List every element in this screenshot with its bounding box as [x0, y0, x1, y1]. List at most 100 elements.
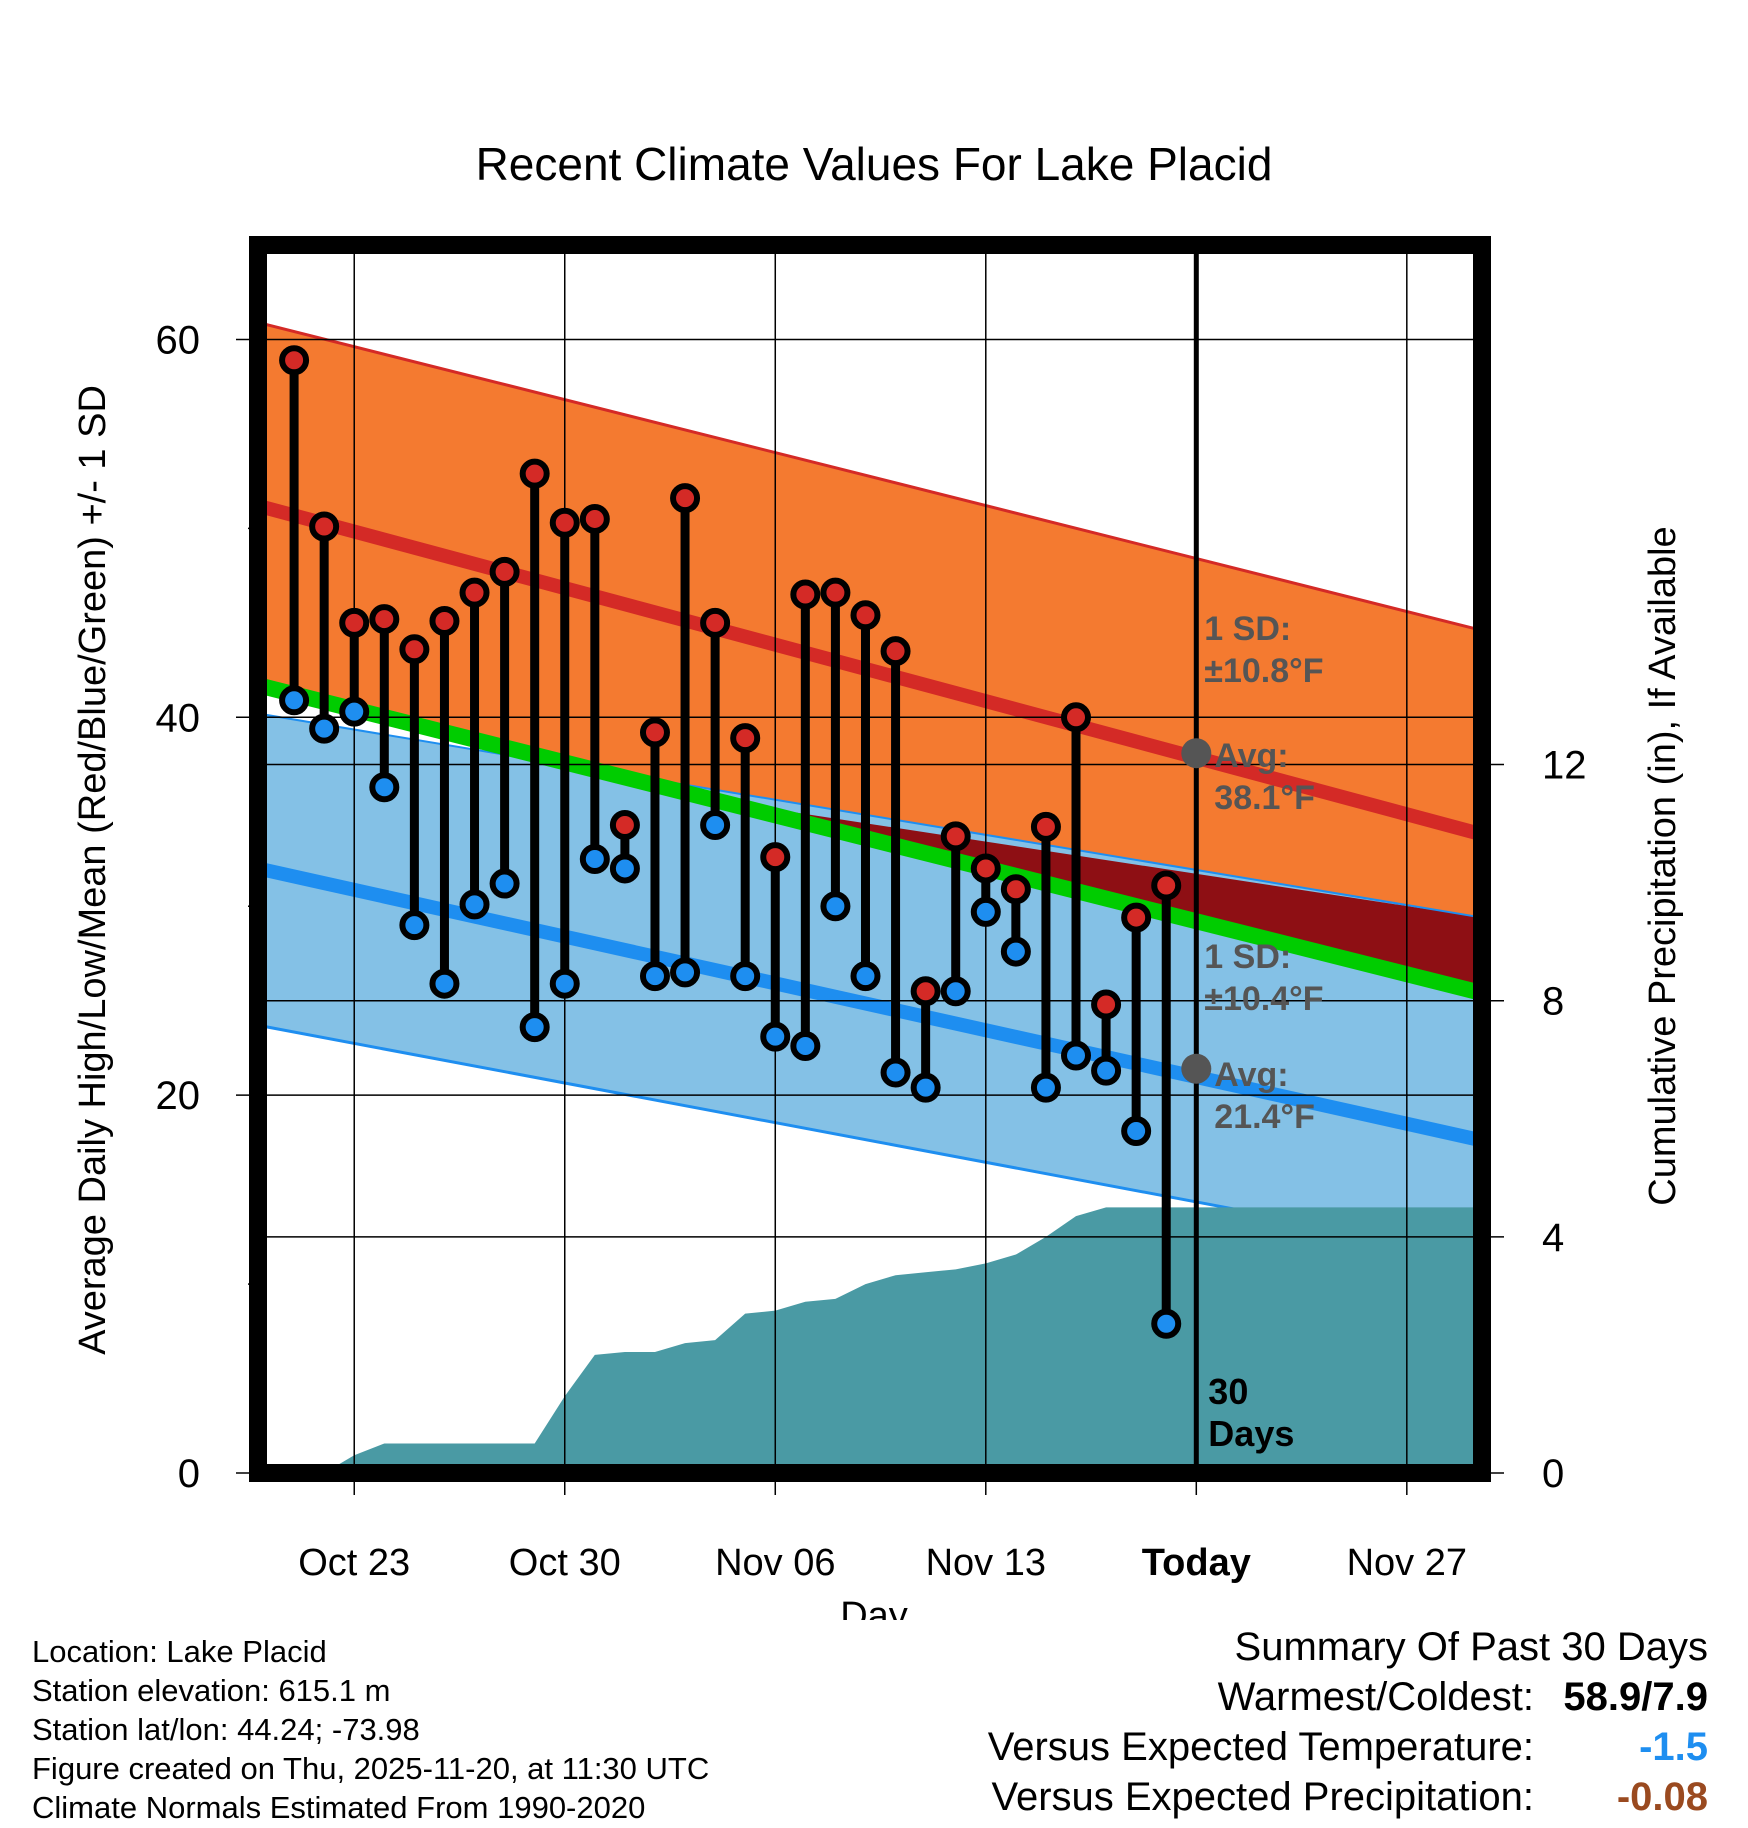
- y-tick-label: 0: [178, 1452, 200, 1496]
- daily-high-point: [970, 853, 1001, 884]
- daily-low-point: [970, 896, 1001, 927]
- daily-low-point: [429, 968, 460, 999]
- daily-high-point: [1061, 702, 1092, 733]
- plot-frame: [249, 236, 1491, 1482]
- daily-low-point: [489, 868, 520, 899]
- created-text: Figure created on Thu, 2025-11-20, at 11…: [32, 1751, 710, 1786]
- daily-high-point: [339, 607, 370, 638]
- annotation-label: Avg:: [1214, 1056, 1288, 1094]
- y2-tick-label: 0: [1542, 1452, 1564, 1496]
- daily-low-point: [880, 1057, 911, 1088]
- annotation-value: ±10.4°F: [1204, 980, 1323, 1018]
- annotation-value: 21.4°F: [1214, 1098, 1315, 1136]
- normals-text: Climate Normals Estimated From 1990-2020: [32, 1790, 646, 1825]
- daily-high-point: [700, 607, 731, 638]
- today-label-unit: Days: [1208, 1413, 1294, 1454]
- low-sd-upper-line: [257, 712, 1483, 919]
- annotation-value: 38.1°F: [1214, 779, 1315, 817]
- daily-low-point: [1030, 1072, 1061, 1103]
- daily-high-point: [940, 821, 971, 852]
- y2-tick-label: 4: [1542, 1216, 1564, 1260]
- warm-cold-value: 58.9/7.9: [1563, 1675, 1708, 1719]
- y-axis-label: Average Daily High/Low/Mean (Red/Blue/Gr…: [72, 385, 114, 1355]
- chart-title: Recent Climate Values For Lake Placid: [476, 138, 1273, 190]
- daily-low-point: [369, 772, 400, 803]
- annotation-label: Avg:: [1214, 737, 1288, 775]
- daily-low-point: [339, 696, 370, 727]
- latlon-text: Station lat/lon: 44.24; -73.98: [32, 1712, 420, 1747]
- station-info: Location: Lake Placid Station elevation:…: [32, 1632, 709, 1827]
- daily-high-point: [1030, 811, 1061, 842]
- daily-high-point: [309, 511, 340, 542]
- daily-high-point: [459, 577, 490, 608]
- daily-high-point: [609, 809, 640, 840]
- y2-axis-label: Cumulative Precipitation (in), If Availa…: [1642, 526, 1684, 1205]
- summary-heading: Summary Of Past 30 Days: [1234, 1625, 1708, 1669]
- summary-precip: Versus Expected Precipitation: -0.08: [988, 1772, 1708, 1822]
- daily-low-point: [309, 713, 340, 744]
- temp-label: Versus Expected Temperature:: [987, 1725, 1534, 1769]
- daily-high-point: [760, 842, 791, 873]
- annotation-label: 1 SD:: [1204, 610, 1291, 648]
- daily-low-point: [1091, 1055, 1122, 1086]
- normal-avg-point: [1181, 738, 1212, 769]
- daily-low-point: [940, 976, 971, 1007]
- daily-low-point: [910, 1072, 941, 1103]
- daily-high-point: [1151, 870, 1182, 901]
- x-tick-label: Oct 23: [298, 1542, 410, 1584]
- daily-low-point: [700, 809, 731, 840]
- daily-low-point: [549, 968, 580, 999]
- daily-high-point: [820, 577, 851, 608]
- warm-cold-label: Warmest/Coldest:: [1217, 1675, 1534, 1719]
- annotation-value: ±10.8°F: [1204, 652, 1323, 690]
- high-sd-band-upper: [258, 322, 1482, 835]
- daily-high-point: [549, 507, 580, 538]
- daily-high-point: [1091, 989, 1122, 1020]
- daily-high-point: [1000, 874, 1031, 905]
- daily-low-point: [790, 1031, 821, 1062]
- x-axis-label: Day: [840, 1595, 908, 1620]
- daily-low-point: [639, 961, 670, 992]
- daily-high-point: [910, 976, 941, 1007]
- summary-warm-cold: Warmest/Coldest: 58.9/7.9: [988, 1672, 1708, 1722]
- daily-high-point: [429, 605, 460, 636]
- cumulative-precip-area: [258, 1207, 1482, 1473]
- daily-high-point: [880, 636, 911, 667]
- daily-low-point: [670, 957, 701, 988]
- y-tick-label: 40: [156, 696, 201, 740]
- daily-high-point: [489, 556, 520, 587]
- daily-low-point: [1151, 1308, 1182, 1339]
- x-tick-label: Nov 27: [1347, 1542, 1467, 1584]
- high-sd-upper-line: [257, 321, 1483, 632]
- normal-high-line: [256, 498, 1484, 842]
- annotation-label: 1 SD:: [1204, 938, 1291, 976]
- temp-value: -1.5: [1639, 1725, 1708, 1769]
- y-tick-label: 60: [156, 318, 201, 362]
- daily-low-point: [820, 891, 851, 922]
- daily-low-point: [1061, 1040, 1092, 1071]
- daily-high-point: [579, 503, 610, 534]
- x-tick-label: Nov 13: [926, 1542, 1046, 1584]
- summary-panel: Summary Of Past 30 Days Warmest/Coldest:…: [988, 1622, 1708, 1822]
- x-tick-label: Oct 30: [509, 1542, 621, 1584]
- daily-low-point: [459, 889, 490, 920]
- daily-low-point: [850, 961, 881, 992]
- today-label-days: 30: [1208, 1371, 1248, 1412]
- daily-low-point: [1121, 1116, 1152, 1147]
- daily-high-point: [399, 634, 430, 665]
- daily-low-point: [399, 910, 430, 941]
- daily-low-point: [279, 685, 310, 716]
- daily-high-point: [1121, 902, 1152, 933]
- daily-low-point: [609, 853, 640, 884]
- daily-low-point: [760, 1021, 791, 1052]
- daily-high-point: [369, 604, 400, 635]
- summary-temp: Versus Expected Temperature: -1.5: [988, 1722, 1708, 1772]
- precip-label: Versus Expected Precipitation:: [991, 1775, 1534, 1819]
- y2-tick-label: 12: [1542, 744, 1587, 788]
- normal-avg-point: [1181, 1053, 1212, 1084]
- daily-high-point: [730, 723, 761, 754]
- y-tick-label: 20: [156, 1074, 201, 1118]
- daily-high-point: [850, 600, 881, 631]
- y2-tick-label: 8: [1542, 980, 1564, 1024]
- precip-value: -0.08: [1616, 1775, 1708, 1819]
